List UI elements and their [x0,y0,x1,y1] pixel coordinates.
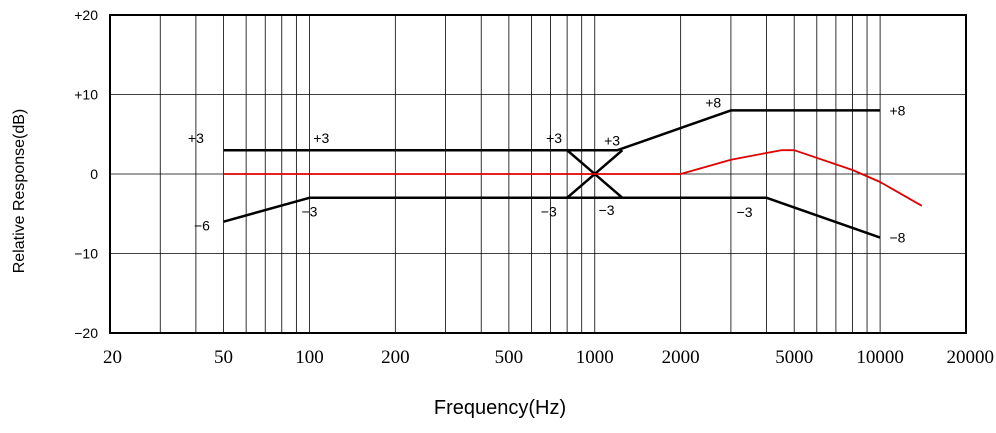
annotation-label: −8 [889,230,905,246]
annotation-label: +8 [705,94,721,110]
series-line-2 [223,196,881,239]
y-tick-label: +20 [74,7,98,23]
y-tick-labels: +20 +10 0 −10 −20 [74,7,98,341]
annotation-label: −3 [301,203,317,219]
x-tick-label: 500 [495,347,524,368]
series-group [223,109,923,239]
y-tick-label: −10 [74,246,98,262]
x-tick-labels: 20 50 100 200 500 1000 2000 5000 10000 20000 [103,347,994,368]
x-tick-label: 200 [381,347,410,368]
x-tick-label: 20000 [947,347,995,368]
x-tick-label: 50 [214,347,233,368]
series-line-1 [223,109,881,152]
x-tick-label: 20 [103,347,122,368]
annotation-label: −6 [194,218,210,234]
annotation-label: +8 [889,102,905,118]
y-tick-label: −20 [74,325,98,341]
plot-frame [109,14,967,334]
x-tick-label: 100 [295,347,324,368]
annotation-label: +3 [604,133,620,149]
annotation-label: +3 [313,130,329,146]
y-tick-label: 0 [90,166,98,182]
annotation-label: −3 [737,204,753,220]
annotation-label: −3 [541,203,557,219]
x-tick-label: 5000 [775,347,813,368]
annotation-label: +3 [188,130,204,146]
y-axis-label: Relative Response(dB) [11,109,28,274]
series-line-5 [223,149,923,207]
x-tick-label: 2000 [662,347,700,368]
y-tick-label: +10 [74,87,98,103]
x-tick-label: 10000 [856,347,904,368]
annotations: +3 +3 +3 +3 +8 +8 −6 −3 −3 −3 −3 −8 [188,94,906,245]
annotation-label: +3 [546,130,562,146]
x-tick-label: 1000 [576,347,614,368]
x-axis-label: Frequency(Hz) [434,397,566,419]
annotation-label: −3 [599,202,615,218]
